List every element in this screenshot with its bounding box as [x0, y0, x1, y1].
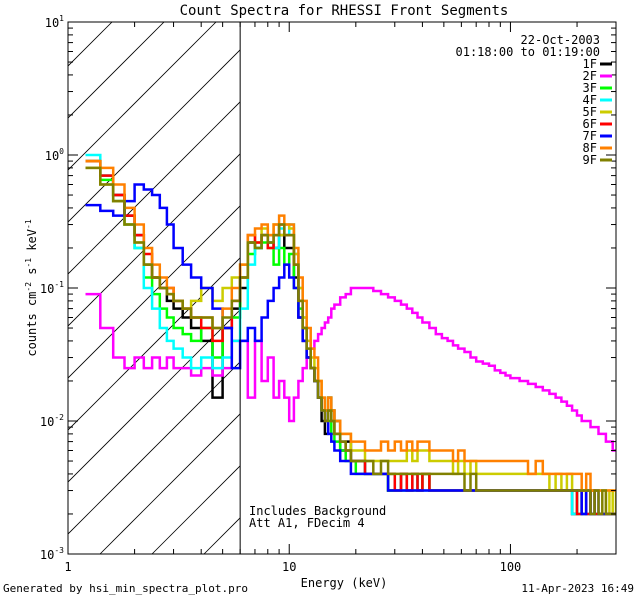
ylabel-part: -1 [24, 219, 33, 229]
hatch-line [68, 22, 217, 171]
series-2F [85, 286, 616, 452]
chart-title: Count Spectra for RHESSI Front Segments [180, 3, 509, 19]
x-tick-label: 100 [500, 560, 522, 574]
legend-label: 4F [583, 93, 597, 107]
series-7F [85, 183, 616, 516]
hatch-line [620, 0, 640, 554]
info-date: 22-Oct-2003 [521, 33, 600, 47]
ylabel-part: -2 [24, 282, 33, 292]
hatch-line [68, 22, 113, 67]
ylabel-part: counts cm [25, 292, 39, 357]
legend-label: 3F [583, 81, 597, 95]
hatch-line [203, 517, 241, 554]
info-time-range: 01:18:00 to 01:19:00 [456, 45, 601, 59]
legend-label: 5F [583, 105, 597, 119]
hatch-line [360, 0, 640, 554]
hatch-line [68, 22, 165, 119]
hatch-line [412, 0, 640, 554]
series-8F [85, 159, 616, 492]
y-tick-label: 10-2 [40, 413, 64, 429]
legend-label: 7F [583, 129, 597, 143]
x-tick-label: 10 [282, 560, 296, 574]
x-axis-label: Energy (keV) [301, 576, 388, 590]
y-tick-label: 100 [45, 147, 64, 163]
axis-ticks [67, 21, 617, 555]
legend-label: 6F [583, 117, 597, 131]
note-attenuator: Att A1, FDecim 4 [249, 516, 365, 530]
hatch-line [464, 0, 640, 554]
note-background: Includes Background [249, 504, 386, 518]
y-tick-label: 10-3 [40, 546, 64, 562]
y-tick-labels: 10-3 10-2 10-1 100 101 [40, 14, 64, 562]
series-9F [85, 166, 616, 516]
hatched-region [0, 0, 640, 554]
hatch-line [68, 205, 241, 379]
y-tick-label: 101 [45, 14, 64, 30]
footer-timestamp: 11-Apr-2023 16:49 [521, 582, 634, 595]
hatch-line [68, 153, 241, 327]
footer-generated-by: Generated by hsi_min_spectra_plot.pro [3, 582, 249, 595]
legend-label: 8F [583, 141, 597, 155]
hatch-line [68, 101, 241, 275]
legend-label: 2F [583, 69, 597, 83]
hatch-line [0, 0, 128, 554]
hatch-line [151, 465, 241, 554]
y-tick-label: 10-1 [40, 280, 64, 296]
y-axis-label: counts cm-2 s-1 keV-1 [24, 219, 39, 356]
hatch-line [68, 309, 241, 483]
ylabel-part: -1 [24, 258, 33, 268]
x-tick-labels: 1 10 100 [64, 560, 521, 574]
legend-label: 1F [583, 57, 597, 71]
ylabel-part: keV [25, 229, 39, 258]
hatch-line [568, 0, 640, 554]
ylabel-part: s [25, 268, 39, 282]
hatch-line [68, 361, 241, 535]
hatch-line [0, 0, 24, 554]
x-tick-label: 1 [64, 560, 71, 574]
hatch-line [68, 49, 241, 223]
legend-label: 9F [583, 153, 597, 167]
series-lines [85, 153, 616, 516]
hatch-line [99, 413, 241, 554]
hatch-line [68, 257, 241, 431]
